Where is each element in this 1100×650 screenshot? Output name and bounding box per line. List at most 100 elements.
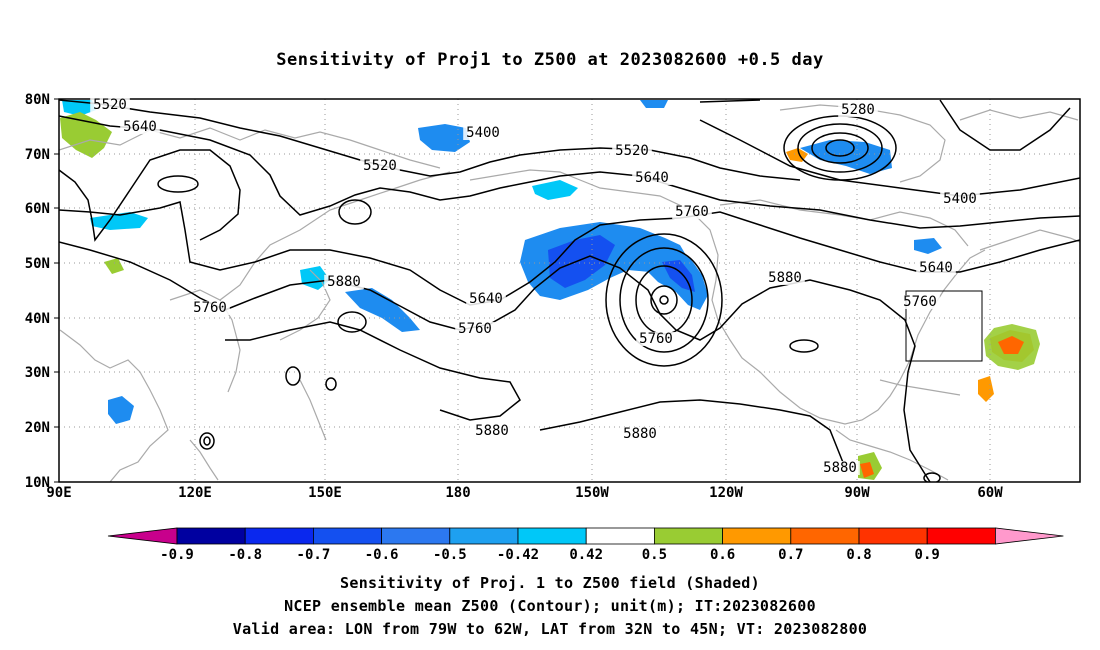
contour-label: 5880 [623,426,657,442]
contour-label: 5880 [327,274,361,290]
contour-label-bg [463,126,503,140]
contour-5520-west [59,99,801,181]
lat-ticks [54,98,59,483]
colorbar-label: -0.5 [433,547,467,563]
colorbar: -0.9 -0.8 -0.7 -0.6 -0.5 -0.42 0.42 0.5 0.6 0.7 0.… [107,527,1064,563]
shading-patch-china-pos [104,258,124,274]
contour-cutoff-low [605,233,723,367]
contour-label: 5520 [615,143,649,159]
colorbar-label: -0.8 [228,547,262,563]
contour-label: 5760 [675,204,709,220]
lon-tick-label: 90E [46,485,71,501]
lon-tick-label: 60W [977,485,1003,501]
contour-greenland-low [783,115,897,181]
contour-label: 5400 [466,125,500,141]
contour-label: 5400 [943,191,977,207]
colorbar-label: 0.6 [710,547,735,563]
contour-label-bg [472,424,512,438]
shading-patch-pacific-core [548,235,615,288]
colorbar-segment [312,527,382,545]
colorbar-label: 0.9 [915,547,940,563]
colorbar-segment [858,527,928,545]
lon-tick-label: 120E [178,485,212,501]
colorbar-segment [790,527,860,545]
lon-tick-label: 150E [308,485,342,501]
colorbar-segment [244,527,314,545]
colorbar-segment [381,527,451,545]
contour-label-bg [672,205,712,219]
contour-label-bg [466,292,506,306]
caption-shading: Sensitivity of Proj. 1 to Z500 field (Sh… [340,574,760,592]
contour-label-bg [838,103,878,117]
chart-title: Sensitivity of Proj1 to Z500 at 20230826… [276,50,824,70]
colorbar-segment [517,527,587,545]
lon-tick-label: 150W [575,485,609,501]
shading-patch-arctic [418,124,470,152]
colorbar-high-arrow [995,527,1064,545]
contour-5880-west [59,241,931,482]
contour-5640-west [59,115,1080,229]
lat-tick-label: 80N [25,92,50,108]
contour-label-bg [120,120,160,134]
lat-tick-label: 50N [25,256,50,272]
contour-5880-pacific [225,321,521,421]
colorbar-label: 0.5 [642,547,667,563]
sensitivity-shading [60,100,1040,480]
contour-label-bg [90,98,130,112]
contour-5880-pacific-east [539,399,847,471]
contour-label: 5760 [193,300,227,316]
colorbar-label: -0.7 [297,547,331,563]
caption-contour: NCEP ensemble mean Z500 (Contour); unit(… [284,597,816,615]
lat-axis: 80N 70N 60N 50N 40N 30N 20N 10N [25,92,50,491]
contour-label: 5280 [841,102,875,118]
contour-label: 5520 [363,158,397,174]
shading-patch-north-topleft-neg [62,100,96,116]
colorbar-label: -0.9 [160,547,194,563]
z500-contours [59,99,1080,482]
shading-patch-topleft-pos [60,112,112,158]
contour-label-bg [620,427,660,441]
colorbar-low-arrow [107,527,178,545]
shading-patch-atlantic-core [998,336,1024,354]
shading-patch-labrador-neg [914,238,942,254]
contour-label-bg [360,159,400,173]
contour-label: 5880 [768,270,802,286]
contour-5760-west [59,201,1080,306]
colorbar-segment [926,527,996,545]
colorbar-segment [654,527,724,545]
lon-tick-label: 90W [844,485,870,501]
contour-label-bg [900,295,940,309]
contour-label: 5640 [919,260,953,276]
contour-label-bg [632,171,672,185]
lat-tick-label: 10N [25,475,50,491]
contour-label: 5760 [903,294,937,310]
contour-label-bg [190,301,230,315]
colorbar-segment [449,527,519,545]
lat-tick-label: 20N [25,420,50,436]
contour-label-bg [636,332,676,346]
lat-tick-label: 30N [25,365,50,381]
caption-valid-area: Valid area: LON from 79W to 62W, LAT fro… [232,620,868,638]
colorbar-label: 0.8 [846,547,871,563]
contour-label-bg [324,275,364,289]
contour-label-bg [940,192,980,206]
shading-patch-north-topright-neg [640,100,668,108]
gridlines [59,99,1080,482]
contour-label-bg [916,261,956,275]
contour-labels: 5520 5640 5400 5520 5520 5640 5760 5280 5400 5640… [90,97,980,476]
shading-patch-westcoast-core [662,260,695,292]
contour-label: 5880 [475,423,509,439]
colorbar-label: 0.7 [778,547,803,563]
colorbar-label: -0.42 [497,547,539,563]
shading-patch-mexico-core [860,462,874,478]
colorbar-label: 0.42 [569,547,603,563]
contour-label-bg [455,322,495,336]
lat-tick-label: 40N [25,311,50,327]
colorbar-segment [722,527,792,545]
shading-patch-alaska [532,180,578,200]
contour-label: 5760 [639,331,673,347]
colorbar-segment [176,527,246,545]
shading-patch-scs-neg [108,396,134,424]
shading-patch-siberia-neg [90,212,148,230]
